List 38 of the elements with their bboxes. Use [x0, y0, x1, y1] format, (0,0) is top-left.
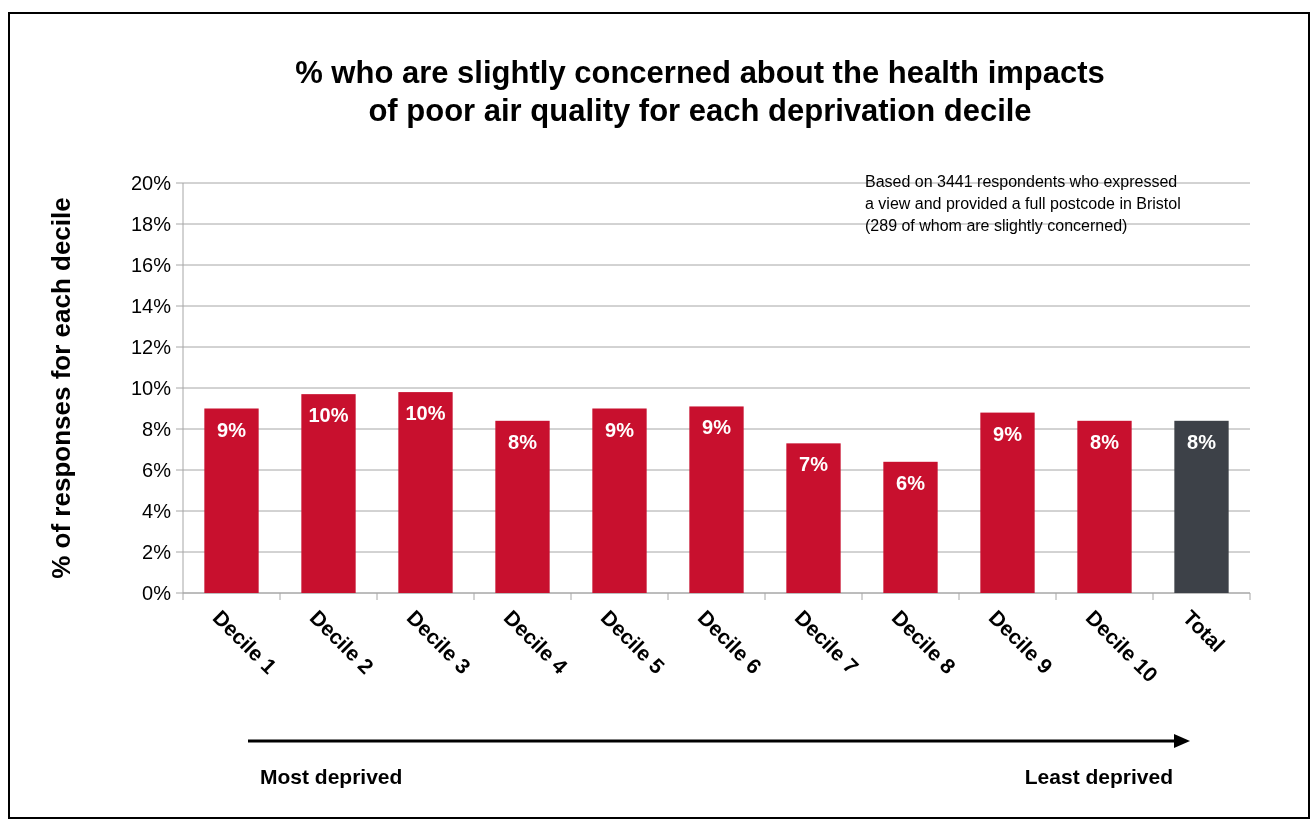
bar: [689, 406, 744, 593]
bar: [786, 443, 841, 593]
bar: [883, 461, 938, 593]
bar: [1077, 420, 1132, 593]
y-tick-label: 2%: [142, 541, 172, 563]
y-tick-label: 6%: [142, 459, 172, 481]
data-label: 8%: [1090, 430, 1120, 453]
bar: [592, 408, 647, 593]
y-tick-label: 14%: [130, 295, 172, 317]
data-label: 6%: [896, 471, 926, 494]
y-tick-label: 4%: [142, 500, 172, 522]
data-label: 8%: [508, 430, 538, 453]
chart-title: % who are slightly concerned about the health impacts of poor air quality for each deprivation decile: [295, 55, 1105, 128]
bar: [495, 420, 550, 593]
bar: [398, 392, 453, 593]
bar: [1174, 420, 1229, 593]
bar: [301, 394, 356, 593]
y-tick-label: 16%: [130, 254, 172, 276]
data-label: 7%: [799, 453, 829, 476]
y-tick-label: 18%: [130, 213, 172, 235]
data-label: 8%: [1187, 430, 1217, 453]
data-label: 9%: [217, 418, 247, 441]
y-tick-label: 12%: [130, 336, 172, 358]
text: Most deprived: [260, 765, 403, 788]
y-axis-title: % of responses for each decile: [46, 197, 76, 579]
annotation: Based on 3441 respondents who expressed a view and provided a full postcode in Bristol (289 of whom are slightly concerned): [865, 173, 1181, 234]
y-tick-label: 0%: [142, 582, 172, 604]
y-tick-label: 20%: [130, 172, 172, 194]
bar: [204, 408, 259, 593]
bar: [980, 412, 1035, 593]
data-label: 9%: [993, 422, 1023, 445]
y-tick-label: 8%: [142, 418, 172, 440]
y-tick-label: 10%: [130, 377, 172, 399]
data-label: 10%: [405, 402, 446, 425]
data-label: 9%: [605, 418, 635, 441]
text: Least deprived: [1024, 765, 1173, 788]
data-label: 9%: [702, 416, 732, 439]
data-label: 10%: [308, 404, 349, 427]
